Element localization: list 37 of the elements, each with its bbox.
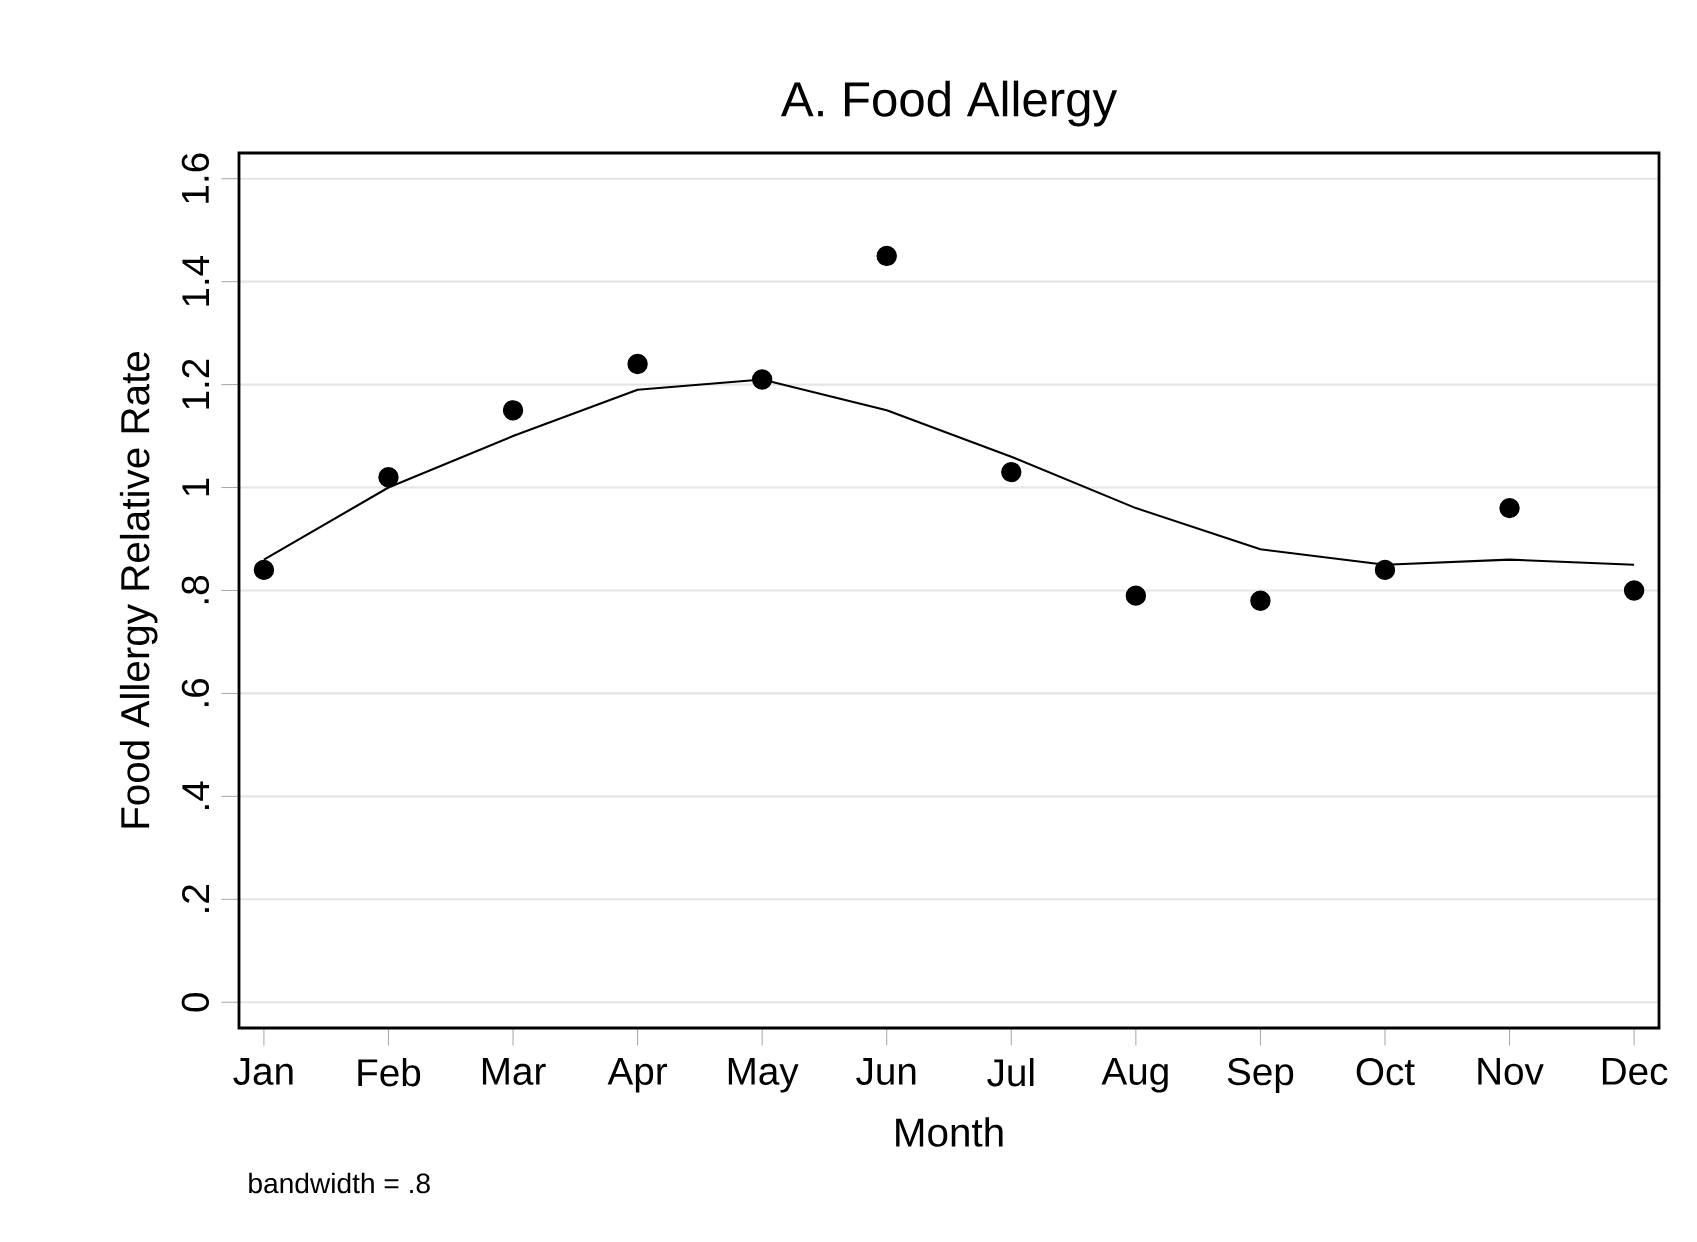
point bbox=[1374, 559, 1396, 581]
chart-title: A. Food Allergy bbox=[780, 80, 1118, 127]
y-tick-label: .8 bbox=[181, 576, 210, 604]
y-axis-title: Food Allergy Relative Rate bbox=[119, 352, 158, 828]
point bbox=[627, 353, 648, 375]
y-tick-label: 1 bbox=[182, 478, 210, 496]
x-tick-label: May bbox=[728, 1058, 799, 1093]
x-tick-label: Oct bbox=[1356, 1058, 1415, 1086]
y-tick-label: 0 bbox=[181, 993, 210, 1012]
point bbox=[1001, 461, 1022, 483]
x-tick-label: Jul bbox=[987, 1057, 1034, 1087]
point bbox=[876, 245, 897, 267]
x-tick-label: Apr bbox=[607, 1058, 668, 1093]
point bbox=[378, 467, 399, 488]
point bbox=[1499, 497, 1520, 519]
x-tick-label: Nov bbox=[1478, 1058, 1544, 1085]
point bbox=[1250, 590, 1271, 611]
y-tick-label: .4 bbox=[182, 781, 210, 809]
y-tick-label: 1.6 bbox=[181, 153, 210, 203]
point bbox=[253, 559, 275, 581]
x-tick-label: Aug bbox=[1101, 1058, 1168, 1093]
point bbox=[1125, 585, 1147, 606]
y-tick-label: .2 bbox=[182, 885, 210, 912]
text: bandwidth = .8 bbox=[249, 1172, 430, 1194]
x-axis-title: Month bbox=[896, 1117, 1003, 1147]
x-tick-label: Feb bbox=[358, 1057, 421, 1087]
x-tick-label: Jun bbox=[856, 1058, 916, 1085]
point bbox=[1623, 580, 1645, 601]
y-tick-label: 1.2 bbox=[182, 359, 210, 409]
y-tick-label: .6 bbox=[181, 679, 210, 707]
x-tick-label: Sep bbox=[1227, 1058, 1294, 1093]
x-tick-label: Jan bbox=[233, 1058, 293, 1085]
x-tick-label: Dec bbox=[1602, 1058, 1668, 1085]
y-tick-label: 1.4 bbox=[182, 255, 210, 306]
point bbox=[502, 400, 524, 421]
x-tick-label: Mar bbox=[482, 1058, 546, 1085]
point bbox=[751, 369, 773, 390]
